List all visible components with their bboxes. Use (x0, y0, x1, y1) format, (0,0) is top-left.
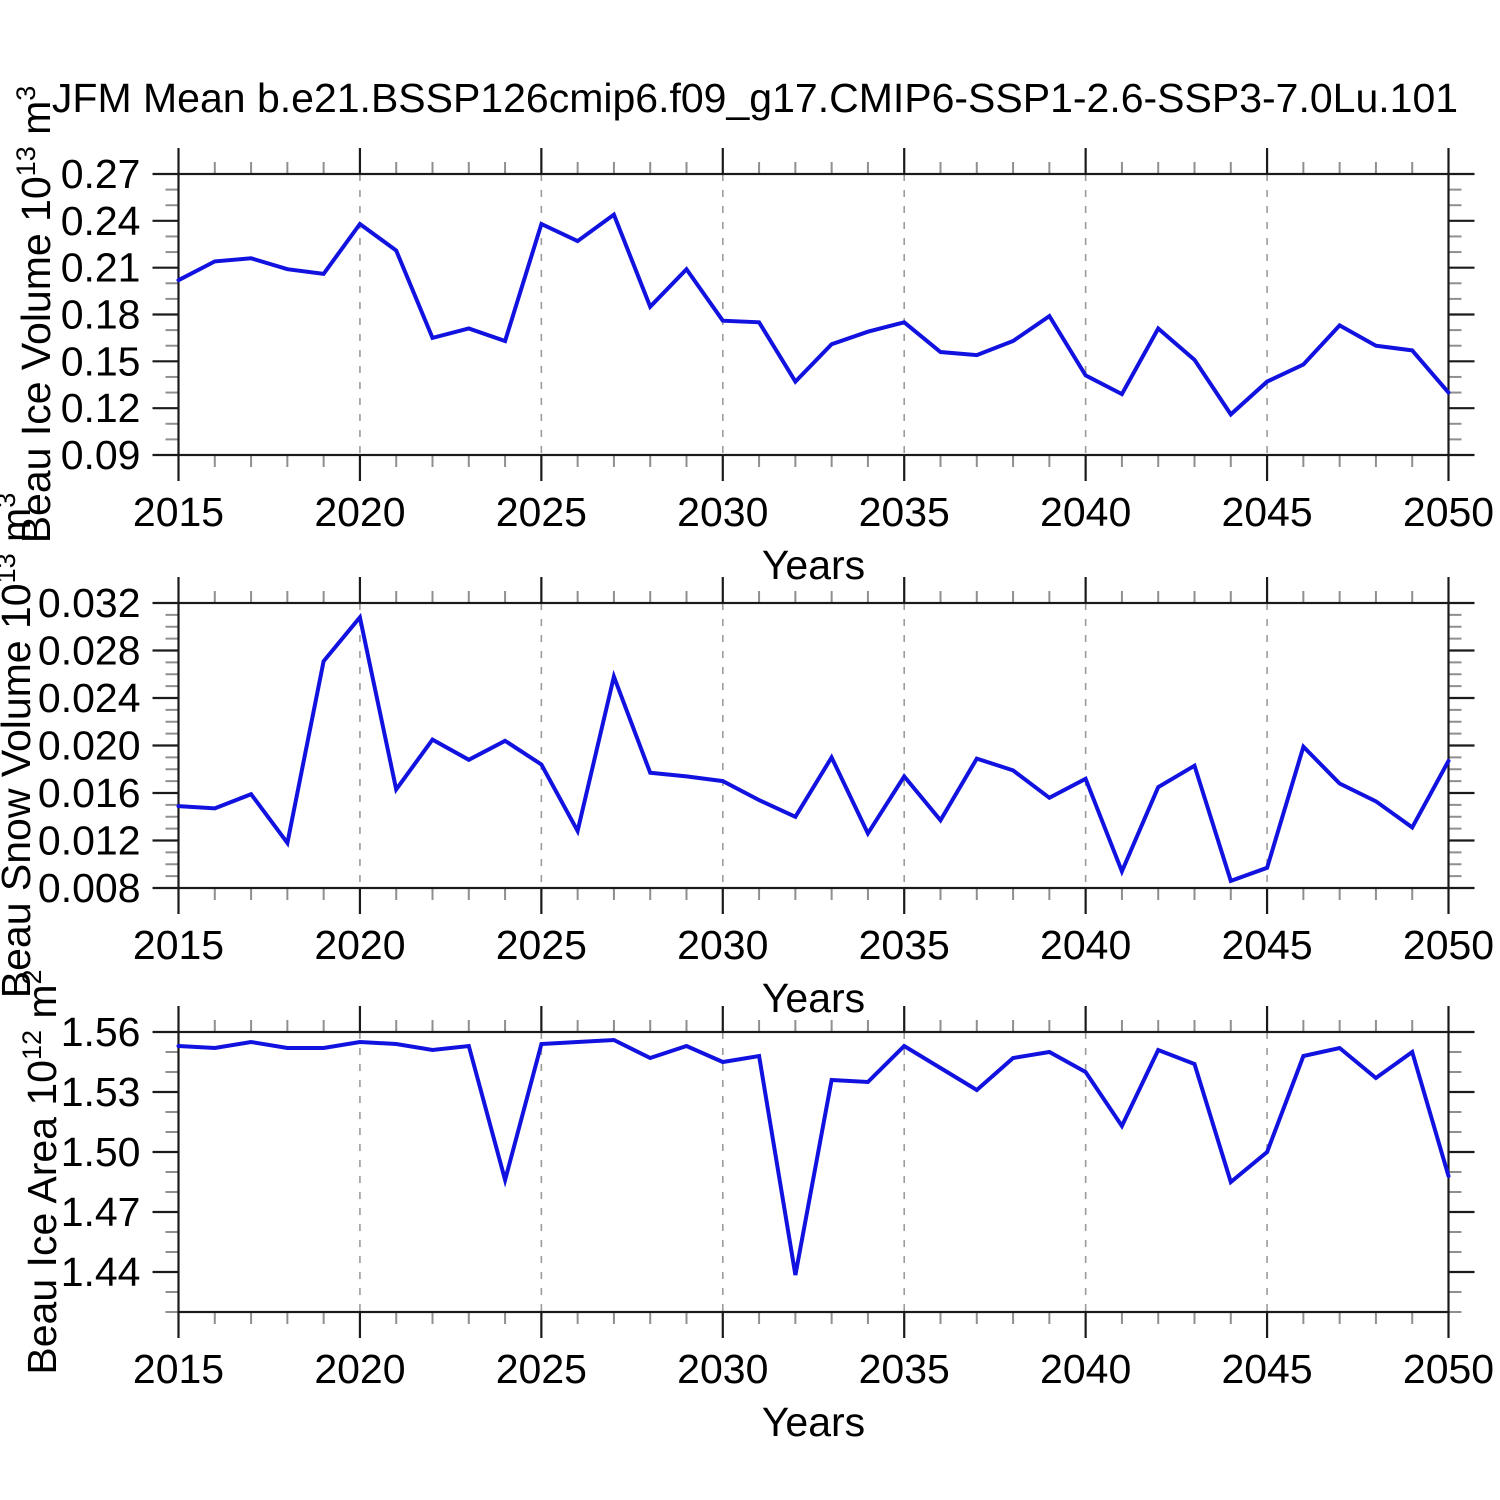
y-tick-label: 1.56 (61, 1009, 141, 1055)
x-tick-label: 2035 (859, 489, 950, 535)
x-axis-label-years: Years (762, 1399, 865, 1445)
x-tick-label: 2015 (133, 922, 224, 968)
x-tick-label: 2025 (496, 922, 587, 968)
y-tick-label: 0.028 (38, 628, 141, 674)
beau-ice-area-series-line (176, 1037, 1451, 1276)
x-tick-label: 2020 (314, 489, 405, 535)
y-tick-label: 1.53 (61, 1069, 141, 1115)
x-tick-label: 2015 (133, 1346, 224, 1392)
x-tick-label: 2020 (314, 922, 405, 968)
beau-ice-area-y-axis-label: Beau Ice Area 1012 m2 (17, 969, 65, 1374)
y-tick-label: 0.012 (38, 818, 141, 864)
y-tick-label: 0.15 (61, 338, 141, 384)
x-tick-label: 2050 (1403, 922, 1494, 968)
beau-ice-volume-y-axis-label: Beau Ice Volume 1013 m3 (11, 86, 59, 544)
y-tick-label: 0.032 (38, 580, 141, 626)
x-tick-label: 2025 (496, 1346, 587, 1392)
y-tick-label: 1.50 (61, 1129, 141, 1175)
y-tick-label: 0.12 (61, 385, 141, 431)
x-tick-label: 2050 (1403, 489, 1494, 535)
y-tick-label: 0.020 (38, 723, 141, 769)
y-tick-label: 0.008 (38, 865, 141, 911)
x-tick-label: 2035 (859, 922, 950, 968)
x-tick-label: 2020 (314, 1346, 405, 1392)
x-axis-label-years: Years (762, 542, 865, 588)
x-tick-label: 2045 (1221, 489, 1312, 535)
y-tick-label: 0.24 (61, 198, 141, 244)
beau-snow-volume-y-axis-label: Beau Snow Volume 1013 m3 (0, 493, 39, 998)
y-tick-label: 0.024 (38, 675, 141, 721)
panel-beau-ice-volume: 2015 2020 2025 2030 2035 2040 2045 2050 0.090.12… (11, 86, 1494, 588)
x-tick-label: 2015 (133, 489, 224, 535)
beau-ice-volume-series-line (176, 211, 1451, 418)
x-tick-label: 2040 (1040, 1346, 1131, 1392)
y-tick-label: 1.47 (61, 1189, 141, 1235)
x-tick-label: 2050 (1403, 1346, 1494, 1392)
chart-title: JFM Mean b.e21.BSSP126cmip6.f09_g17.CMIP… (52, 75, 1458, 121)
x-tick-label: 2040 (1040, 489, 1131, 535)
x-tick-label: 2030 (677, 922, 768, 968)
panel-beau-ice-area: 2015 2020 2025 2030 2035 2040 2045 2050 1.44 1.47… (17, 969, 1494, 1445)
x-tick-label: 2045 (1221, 1346, 1312, 1392)
x-axis-label-years: Years (762, 975, 865, 1021)
panel-beau-snow-volume: 2015 2020 2025 2030 2035 2040 2045 20500.0080.0… (0, 493, 1494, 1021)
y-tick-label: 0.016 (38, 770, 141, 816)
y-tick-label: 0.18 (61, 292, 141, 338)
plot-frame (177, 601, 1450, 890)
y-tick-label: 0.09 (61, 432, 141, 478)
x-tick-label: 2025 (496, 489, 587, 535)
x-tick-label: 2045 (1221, 922, 1312, 968)
x-tick-label: 2030 (677, 489, 768, 535)
plot-frame (177, 172, 1450, 457)
y-tick-label: 0.21 (61, 245, 141, 291)
x-tick-label: 2030 (677, 1346, 768, 1392)
beau-snow-volume-series-line (176, 612, 1451, 884)
x-tick-label: 2035 (859, 1346, 950, 1392)
x-tick-label: 2040 (1040, 922, 1131, 968)
y-tick-label: 1.44 (61, 1249, 141, 1295)
y-tick-label: 0.27 (61, 151, 141, 197)
